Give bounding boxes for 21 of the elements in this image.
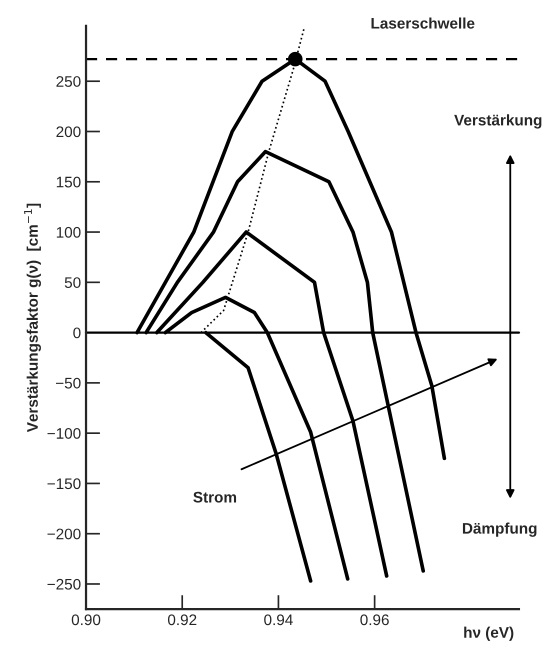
annotation: Strom	[193, 492, 236, 503]
annotation: Verstärkung	[454, 114, 542, 129]
y-tick-label: −250	[48, 578, 81, 590]
x-tick-label: 0.96	[360, 614, 389, 626]
y-tick-label: 100	[56, 226, 81, 238]
annotation: Dämpfung	[462, 522, 536, 537]
y-axis-title: Verstärkungsfaktor g(ν) [cm$^{−1}$]	[24, 204, 41, 432]
y-tick-label: −150	[48, 478, 81, 490]
y-tick-label: 0	[73, 327, 81, 338]
x-tick-label: 0.92	[168, 614, 196, 626]
y-tick-label: −200	[48, 528, 81, 540]
y-tick-label: 250	[56, 76, 81, 87]
x-tick-label: 0.90	[72, 614, 100, 626]
ref-line-label: Laserschwelle	[372, 17, 474, 29]
x-axis-title: hν (eV)	[464, 626, 514, 641]
y-tick-label: 50	[64, 277, 81, 288]
y-tick-label: 150	[56, 176, 81, 188]
x-tick-label: 0.94	[264, 614, 293, 626]
y-tick-label: 200	[56, 126, 81, 138]
y-tick-label: −100	[48, 428, 81, 439]
y-tick-label: −50	[56, 378, 81, 389]
